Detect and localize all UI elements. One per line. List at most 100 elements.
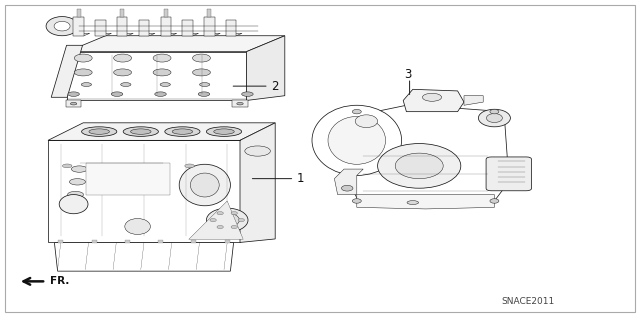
Polygon shape bbox=[48, 123, 275, 140]
Polygon shape bbox=[240, 123, 275, 242]
Bar bbox=[77, 9, 81, 17]
Ellipse shape bbox=[165, 127, 200, 137]
Ellipse shape bbox=[54, 21, 70, 31]
Circle shape bbox=[210, 219, 216, 222]
Polygon shape bbox=[74, 33, 90, 36]
Circle shape bbox=[490, 109, 499, 114]
Ellipse shape bbox=[124, 127, 159, 137]
Ellipse shape bbox=[66, 204, 82, 211]
Ellipse shape bbox=[214, 129, 234, 134]
Ellipse shape bbox=[153, 54, 171, 62]
Ellipse shape bbox=[74, 69, 92, 76]
Ellipse shape bbox=[396, 153, 444, 179]
Text: 3: 3 bbox=[404, 69, 412, 81]
Polygon shape bbox=[48, 140, 240, 242]
Bar bbox=[164, 9, 168, 17]
Ellipse shape bbox=[200, 83, 210, 86]
Circle shape bbox=[353, 109, 362, 114]
Ellipse shape bbox=[198, 92, 210, 96]
Ellipse shape bbox=[82, 127, 117, 137]
Polygon shape bbox=[357, 195, 494, 209]
Ellipse shape bbox=[355, 115, 378, 128]
Bar bbox=[58, 240, 63, 243]
Ellipse shape bbox=[70, 179, 86, 185]
Ellipse shape bbox=[160, 83, 170, 86]
Ellipse shape bbox=[193, 69, 211, 76]
Ellipse shape bbox=[63, 164, 72, 168]
Polygon shape bbox=[182, 33, 198, 36]
Polygon shape bbox=[226, 33, 242, 36]
Polygon shape bbox=[335, 169, 364, 195]
Circle shape bbox=[217, 211, 223, 215]
Polygon shape bbox=[74, 17, 84, 36]
Ellipse shape bbox=[121, 83, 131, 86]
Polygon shape bbox=[117, 33, 133, 36]
Ellipse shape bbox=[81, 83, 92, 86]
Ellipse shape bbox=[111, 92, 123, 96]
Text: FR.: FR. bbox=[50, 276, 69, 286]
Circle shape bbox=[490, 199, 499, 203]
Ellipse shape bbox=[378, 144, 461, 188]
Polygon shape bbox=[117, 17, 127, 36]
Polygon shape bbox=[226, 20, 236, 36]
Ellipse shape bbox=[422, 93, 442, 101]
Ellipse shape bbox=[407, 201, 419, 204]
Ellipse shape bbox=[68, 92, 79, 96]
Ellipse shape bbox=[103, 164, 113, 168]
Polygon shape bbox=[246, 36, 285, 100]
Polygon shape bbox=[139, 20, 149, 36]
Polygon shape bbox=[95, 33, 111, 36]
Ellipse shape bbox=[155, 92, 166, 96]
Ellipse shape bbox=[191, 173, 219, 197]
Ellipse shape bbox=[185, 164, 195, 168]
Polygon shape bbox=[161, 33, 177, 36]
Polygon shape bbox=[95, 20, 106, 36]
Circle shape bbox=[342, 185, 353, 191]
Polygon shape bbox=[232, 100, 248, 107]
Polygon shape bbox=[403, 89, 464, 112]
Ellipse shape bbox=[114, 54, 132, 62]
Ellipse shape bbox=[486, 114, 502, 122]
Ellipse shape bbox=[179, 164, 230, 206]
Ellipse shape bbox=[131, 129, 151, 134]
Ellipse shape bbox=[89, 129, 109, 134]
Ellipse shape bbox=[72, 166, 88, 172]
Ellipse shape bbox=[144, 164, 154, 168]
Ellipse shape bbox=[153, 69, 171, 76]
Ellipse shape bbox=[114, 69, 132, 76]
Polygon shape bbox=[139, 33, 155, 36]
Ellipse shape bbox=[70, 102, 77, 105]
Bar bbox=[207, 9, 211, 17]
Ellipse shape bbox=[125, 219, 150, 234]
Circle shape bbox=[353, 199, 362, 203]
Polygon shape bbox=[51, 45, 83, 97]
Polygon shape bbox=[54, 242, 234, 271]
Text: 1: 1 bbox=[296, 172, 304, 185]
Ellipse shape bbox=[328, 116, 386, 164]
FancyBboxPatch shape bbox=[486, 157, 531, 191]
Circle shape bbox=[231, 211, 237, 215]
Polygon shape bbox=[204, 17, 214, 36]
Polygon shape bbox=[204, 33, 220, 36]
Circle shape bbox=[217, 226, 223, 229]
Ellipse shape bbox=[215, 213, 239, 227]
Bar bbox=[92, 240, 97, 243]
Bar bbox=[191, 240, 196, 243]
Ellipse shape bbox=[312, 105, 402, 175]
Ellipse shape bbox=[193, 54, 211, 62]
Polygon shape bbox=[86, 163, 170, 195]
Bar bbox=[158, 240, 163, 243]
Ellipse shape bbox=[206, 127, 242, 137]
Ellipse shape bbox=[242, 92, 253, 96]
Polygon shape bbox=[464, 96, 483, 105]
Circle shape bbox=[238, 219, 244, 222]
Ellipse shape bbox=[172, 129, 193, 134]
Text: 2: 2 bbox=[271, 80, 278, 93]
Ellipse shape bbox=[74, 54, 92, 62]
Ellipse shape bbox=[245, 146, 271, 156]
Polygon shape bbox=[67, 36, 285, 52]
Bar bbox=[225, 240, 230, 243]
Ellipse shape bbox=[206, 208, 248, 232]
Bar bbox=[125, 240, 130, 243]
Ellipse shape bbox=[479, 109, 511, 127]
